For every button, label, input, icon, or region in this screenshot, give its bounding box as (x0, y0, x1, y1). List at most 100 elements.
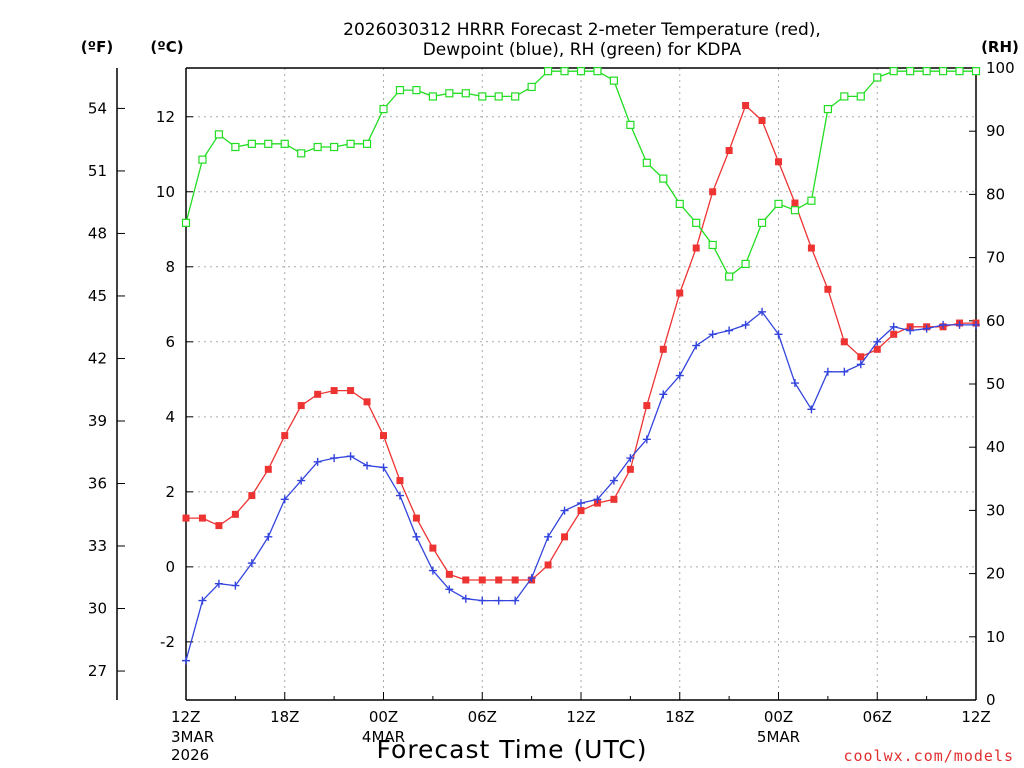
dewpoint-point (692, 341, 701, 350)
fahrenheit-tick-label: 48 (88, 224, 107, 242)
dewpoint-point (445, 585, 454, 594)
dewpoint-point (544, 532, 553, 541)
temperature-point (775, 158, 782, 166)
temperature-point (840, 338, 848, 346)
dewpoint-point (461, 594, 470, 603)
rh-point (527, 82, 536, 92)
rh-point (659, 174, 668, 183)
rh-tick-label: 90 (986, 122, 1005, 140)
dewpoint-point (955, 320, 964, 329)
dewpoint-point (774, 330, 783, 339)
rh-point (478, 92, 487, 101)
rh-point (330, 142, 339, 152)
fahrenheit-tick-label: 39 (88, 412, 107, 430)
fahrenheit-tick-label: 27 (88, 662, 107, 680)
dewpoint-point (873, 337, 882, 346)
dewpoint-point (297, 476, 306, 485)
dewpoint-point (560, 506, 569, 515)
dewpoint-point (889, 322, 898, 331)
dewpoint-point (511, 596, 520, 605)
chart-title-line1: 2026030312 HRRR Forecast 2-meter Tempera… (343, 20, 821, 40)
temperature-point (495, 576, 503, 584)
dewpoint-point (494, 596, 503, 605)
celsius-tick-label: 6 (165, 333, 175, 351)
dewpoint-point (593, 495, 602, 504)
temperature-point (347, 387, 355, 395)
temperature-point (709, 188, 717, 196)
rh-tick-label: 80 (986, 185, 1005, 203)
temperature-point (758, 117, 766, 125)
rh-point (626, 120, 635, 129)
temperature-point (857, 353, 865, 361)
dewpoint-point (363, 461, 372, 470)
rh-point (362, 139, 372, 148)
fahrenheit-unit-label: (ºF) (81, 38, 113, 56)
dewpoint-point (642, 435, 651, 444)
temperature-point (544, 561, 552, 569)
x-date-label: 3MAR (171, 728, 214, 746)
rh-tick-label: 60 (986, 312, 1005, 330)
rh-point (428, 92, 437, 101)
fahrenheit-tick-label: 45 (88, 287, 107, 305)
rh-point (807, 196, 816, 205)
x-date-label: 4MAR (362, 728, 405, 746)
rh-tick-label: 20 (986, 565, 1005, 583)
dewpoint-point (379, 463, 388, 472)
rh-point (445, 89, 454, 98)
dewpoint-point (922, 324, 931, 333)
x-axis-label: Forecast Time (UTC) (377, 735, 648, 764)
rh-point (708, 240, 717, 250)
dewpoint-point (247, 559, 256, 568)
x-tick-label: 06Z (863, 708, 892, 726)
dewpoint-point (758, 307, 767, 316)
dewpoint-point (790, 379, 799, 388)
axes: 27 30 33 36 39 42 45 48 51 54 -2 0 2 4 6 8 10 12 0 10 20 30 40… (88, 59, 1015, 764)
rh-point (889, 67, 898, 76)
rh-point (280, 139, 289, 148)
rh-point (955, 67, 964, 76)
celsius-tick-label: 10 (156, 183, 175, 201)
dewpoint-point (725, 326, 734, 335)
temperature-point (215, 522, 223, 530)
temperature-point (742, 102, 750, 110)
dewpoint-point (972, 320, 980, 329)
dewpoint-point (939, 320, 948, 329)
temperature-point (643, 402, 651, 410)
series-layer (181, 67, 981, 665)
temperature-point (330, 387, 338, 395)
rh-point (461, 89, 470, 98)
temperature-point (297, 402, 305, 410)
temperature-point (478, 576, 486, 584)
temperature-point (561, 533, 569, 541)
rh-point (313, 142, 322, 152)
rh-point (231, 142, 240, 152)
fahrenheit-tick-label: 42 (88, 349, 107, 367)
temperature-point (577, 507, 585, 515)
rh-point (609, 76, 619, 85)
rh-point (412, 86, 421, 95)
rh-point (774, 199, 783, 208)
temperature-point (363, 398, 371, 406)
rh-point (840, 92, 849, 101)
rh-point (511, 92, 520, 101)
celsius-tick-label: 8 (165, 258, 175, 276)
credit-label: coolwx.com/models (843, 747, 1014, 765)
x-tick-label: 12Z (171, 708, 200, 726)
temperature-point (198, 514, 206, 522)
dewpoint-point (906, 326, 915, 335)
series-dewpoint (182, 307, 980, 665)
celsius-unit-label: (ºC) (150, 38, 183, 56)
dewpoint-point (609, 476, 618, 485)
temperature-point (692, 244, 700, 252)
temperature-point (429, 544, 437, 552)
rh-point (757, 218, 767, 227)
dewpoint-point (659, 390, 668, 399)
temperature-point (511, 576, 519, 584)
dewpoint-point (330, 454, 339, 463)
dewpoint-point (741, 320, 750, 329)
temperature-point (281, 432, 289, 440)
rh-point (906, 67, 915, 76)
rh-tick-label: 50 (986, 375, 1005, 393)
rh-point (560, 67, 569, 76)
